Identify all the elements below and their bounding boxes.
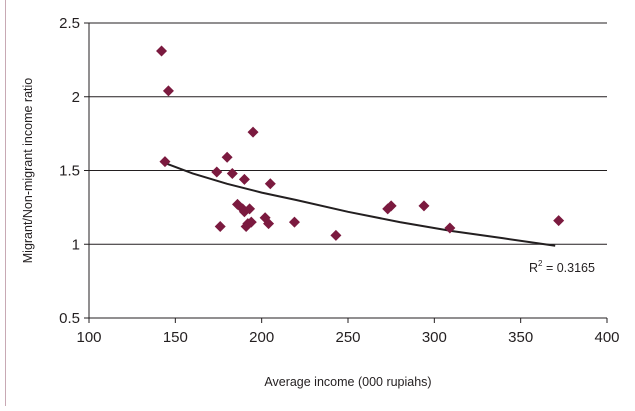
x-tick-label-6: 400 xyxy=(594,329,619,346)
data-point-1 xyxy=(162,85,174,97)
x-tick-label-3: 250 xyxy=(335,329,360,346)
r-squared-prefix: R xyxy=(529,261,538,275)
data-point-25 xyxy=(553,215,565,227)
y-axis-title: Migrant/Non-migrant income ratio xyxy=(21,78,35,264)
data-point-12 xyxy=(244,203,256,215)
x-tick-label-2: 200 xyxy=(249,329,274,346)
data-point-24 xyxy=(444,222,456,234)
data-point-19 xyxy=(288,216,300,228)
r-squared-value: = 0.3165 xyxy=(542,261,595,275)
x-tick-label-1: 150 xyxy=(163,329,188,346)
tick-labels: 100 150 200 250 300 350 400 0.5 1 1.5 2 2.5 xyxy=(59,15,619,346)
r-squared-label: R2 = 0.3165 xyxy=(529,259,595,275)
data-point-3 xyxy=(211,166,223,178)
gridlines xyxy=(89,22,607,245)
y-tick-label-4: 2.5 xyxy=(59,15,80,32)
data-point-23 xyxy=(418,200,430,212)
data-point-4 xyxy=(214,221,226,233)
data-point-14 xyxy=(245,216,257,228)
y-tick-label-3: 2 xyxy=(72,89,80,106)
x-axis-title: Average income (000 rupiahs) xyxy=(264,375,431,389)
power-trendline xyxy=(164,162,556,247)
y-tick-label-0: 0.5 xyxy=(59,310,80,327)
data-point-8 xyxy=(238,173,250,185)
x-tick-label-5: 350 xyxy=(508,329,533,346)
data-point-6 xyxy=(226,167,238,179)
y-tick-label-1: 1 xyxy=(72,236,80,253)
y-tick-label-2: 1.5 xyxy=(59,163,80,180)
tick-marks xyxy=(84,22,608,323)
data-points xyxy=(156,45,565,241)
data-point-2 xyxy=(159,156,171,168)
trendline-group xyxy=(164,162,556,247)
data-point-15 xyxy=(247,126,259,138)
data-point-5 xyxy=(221,151,233,163)
data-point-20 xyxy=(330,229,342,241)
x-tick-label-0: 100 xyxy=(76,329,101,346)
x-tick-label-4: 300 xyxy=(422,329,447,346)
r-squared-superscript: 2 xyxy=(538,259,543,268)
data-point-22 xyxy=(385,200,397,212)
data-point-0 xyxy=(156,45,168,57)
left-border-rule xyxy=(5,0,6,406)
data-point-17 xyxy=(263,218,275,230)
data-point-18 xyxy=(264,178,276,190)
